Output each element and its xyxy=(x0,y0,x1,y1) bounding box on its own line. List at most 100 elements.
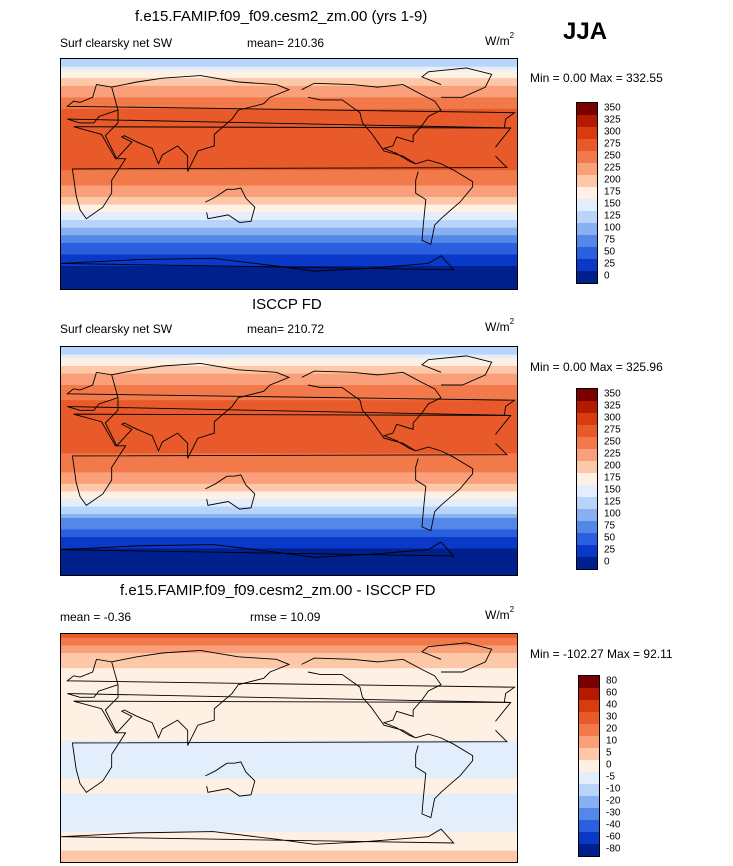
map-lat-band xyxy=(61,381,517,386)
colorbar-swatch xyxy=(577,485,597,498)
colorbar-swatch xyxy=(577,127,597,140)
map-lat-band xyxy=(61,713,517,719)
map-lat-band xyxy=(61,725,517,730)
colorbar-tick-label: 300 xyxy=(604,412,621,424)
map-lat-band xyxy=(61,710,517,715)
panel2-variable-label: Surf clearsky net SW xyxy=(60,322,173,336)
panel3-colorbar-ticks: 80 60 40 30 20 10 5 0 -5 -10 -20 -30 -40 -60 -80 xyxy=(606,675,646,855)
colorbar-swatch xyxy=(577,115,597,128)
map-lat-band xyxy=(61,721,517,726)
map-lat-band xyxy=(61,419,517,424)
colorbar-swatch xyxy=(577,449,597,462)
map-lat-band xyxy=(61,193,517,198)
coastline xyxy=(104,363,291,459)
map-lat-band xyxy=(61,502,517,508)
map-lat-band xyxy=(61,189,517,194)
panel1-map xyxy=(60,58,518,290)
colorbar-swatch xyxy=(577,557,597,569)
map-lat-band xyxy=(61,59,517,64)
map-lat-band xyxy=(61,85,517,91)
colorbar-tick-label: 5 xyxy=(606,747,612,759)
coastline xyxy=(205,187,256,224)
map-lat-band xyxy=(61,645,517,650)
colorbar-swatch xyxy=(577,187,597,200)
map-lat-band xyxy=(61,793,517,798)
map-lat-band xyxy=(61,563,517,568)
colorbar-swatch xyxy=(577,413,597,426)
map-lat-band xyxy=(61,404,517,409)
colorbar-swatch xyxy=(579,712,599,725)
colorbar-swatch xyxy=(577,437,597,450)
colorbar-tick-label: 125 xyxy=(604,496,621,508)
map-lat-band xyxy=(61,208,517,213)
map-lat-band xyxy=(61,362,517,367)
map-lat-band xyxy=(61,789,517,795)
map-lat-band xyxy=(61,653,517,658)
map-lat-band xyxy=(61,116,517,121)
map-lat-band xyxy=(61,472,517,477)
coastline xyxy=(66,658,516,703)
colorbar-tick-label: 175 xyxy=(604,186,621,198)
map-lat-band xyxy=(61,350,517,356)
colorbar-tick-label: 225 xyxy=(604,162,621,174)
map-lat-band xyxy=(61,641,517,646)
coastline xyxy=(71,413,512,506)
map-lat-band xyxy=(61,843,517,848)
colorbar-tick-label: 200 xyxy=(604,460,621,472)
colorbar-swatch xyxy=(577,151,597,164)
map-lat-band xyxy=(61,108,517,114)
map-lat-band xyxy=(61,559,517,565)
colorbar-tick-label: -20 xyxy=(606,795,621,807)
map-lat-band xyxy=(61,499,517,504)
map-lat-band xyxy=(61,812,517,817)
map-field xyxy=(61,59,517,289)
map-lat-band xyxy=(61,656,517,662)
map-lat-band xyxy=(61,70,517,75)
map-lat-band xyxy=(61,250,517,256)
colorbar-tick-label: 200 xyxy=(604,174,621,186)
map-lat-band xyxy=(61,533,517,538)
colorbar-swatch xyxy=(577,103,597,116)
map-lat-band xyxy=(61,200,517,206)
map-lat-band xyxy=(61,369,517,375)
map-lat-band xyxy=(61,824,517,829)
map-lat-band xyxy=(61,105,517,110)
map-lat-band xyxy=(61,227,517,233)
colorbar-swatch xyxy=(577,497,597,510)
map-lat-band xyxy=(61,285,517,289)
colorbar-swatch xyxy=(579,784,599,797)
colorbar-swatch xyxy=(577,521,597,534)
colorbar-swatch xyxy=(577,211,597,224)
map-lat-band xyxy=(61,797,517,802)
map-lat-band xyxy=(61,827,517,833)
map-lat-band xyxy=(61,567,517,572)
map-lat-band xyxy=(61,759,517,764)
colorbar-swatch xyxy=(579,748,599,761)
colorbar-swatch xyxy=(579,736,599,749)
panel1-title: f.e15.FAMIP.f09_f09.cesm2_zm.00 (yrs 1-9… xyxy=(135,8,428,25)
panel1-colorbar-ticks: 350 325 300 275 250 225 200 175 150 125 100 75 50 25 0 xyxy=(604,102,644,282)
colorbar-tick-label: -10 xyxy=(606,783,621,795)
map-lat-band xyxy=(61,820,517,825)
map-lat-band xyxy=(61,755,517,760)
colorbar-tick-label: 0 xyxy=(604,270,610,282)
coastline xyxy=(421,642,493,673)
map-lat-band xyxy=(61,763,517,768)
map-lat-band xyxy=(61,204,517,210)
map-lat-band xyxy=(61,442,517,447)
coastline xyxy=(301,82,442,165)
map-lat-band xyxy=(61,407,517,413)
map-lat-band xyxy=(61,426,517,432)
map-lat-band xyxy=(61,262,517,267)
colorbar-tick-label: 125 xyxy=(604,210,621,222)
coastline xyxy=(415,733,474,819)
map-lat-band xyxy=(61,748,517,753)
colorbar-swatch xyxy=(579,844,599,856)
map-lat-band xyxy=(61,476,517,481)
map-lat-band xyxy=(61,82,517,87)
map-lat-band xyxy=(61,101,517,106)
map-lat-band xyxy=(61,537,517,542)
colorbar-tick-label: 250 xyxy=(604,150,621,162)
map-lat-band xyxy=(61,388,517,394)
season-label: JJA xyxy=(563,18,608,45)
